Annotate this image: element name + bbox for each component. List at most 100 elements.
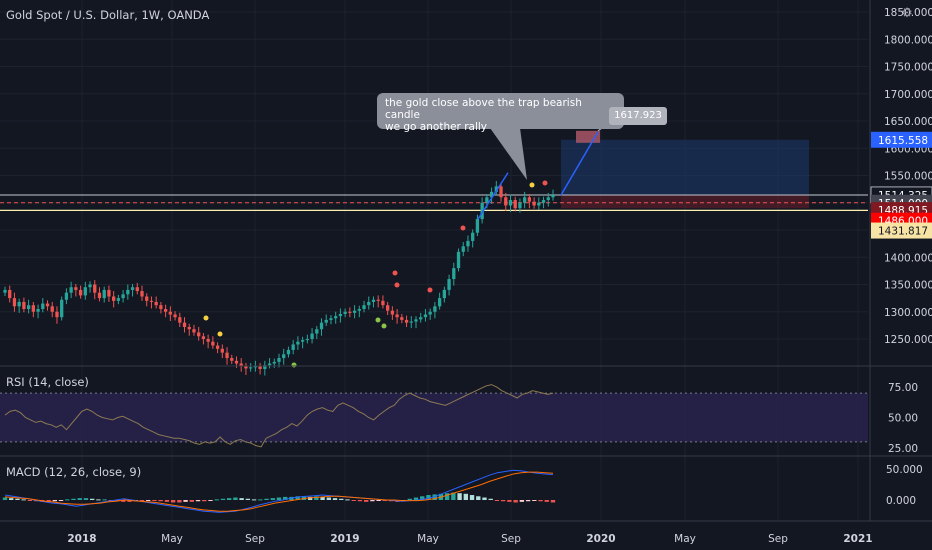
candle-body: [69, 287, 73, 293]
y-tick-label: 1400.000: [884, 252, 932, 264]
candle-body: [437, 298, 442, 307]
macd-histogram-bar: [332, 498, 338, 500]
signal-dot: [427, 287, 433, 293]
candle-body: [168, 311, 172, 315]
annotation-callout[interactable]: the gold close above the trap bearish ca…: [377, 93, 624, 133]
signal-dot: [460, 225, 466, 231]
candle-body: [31, 305, 35, 312]
candle-body: [22, 301, 26, 310]
trend-line-up: [477, 172, 509, 220]
x-tick-label: Sep: [768, 533, 788, 545]
candle-body: [64, 292, 69, 300]
macd-histogram-bar: [513, 500, 518, 503]
y-tick-label: 1800.000: [884, 34, 932, 46]
candle-body: [8, 289, 12, 299]
candle-body: [36, 309, 40, 312]
candle-body: [532, 201, 536, 206]
candle-body: [537, 202, 541, 206]
rsi-title: RSI (14, close): [6, 375, 89, 389]
projection-box: [561, 139, 809, 196]
macd-signal-line: [4, 471, 554, 512]
macd-histogram-bar: [307, 496, 313, 500]
x-tick-label: 2018: [67, 533, 96, 545]
y-tick-label: 1250.000: [884, 334, 932, 346]
macd-histogram-bar: [469, 495, 475, 500]
macd-histogram-bar: [320, 496, 325, 500]
macd-histogram-bar: [208, 500, 213, 501]
candle-body: [178, 317, 182, 323]
macd-histogram-bar: [27, 500, 33, 501]
macd-histogram-bar: [202, 500, 207, 502]
macd-tick-label: 0.000: [886, 495, 916, 507]
candle-body: [130, 287, 135, 290]
price-axis-badge: [871, 131, 932, 148]
signal-dot: [217, 331, 223, 337]
candle-body: [414, 319, 418, 322]
signal-dot: [291, 362, 297, 368]
macd-histogram-bar: [544, 500, 549, 502]
candle-body: [485, 197, 489, 203]
macd-histogram-bar: [183, 500, 188, 502]
candle-body: [93, 284, 97, 293]
candle-body: [88, 284, 92, 288]
candle-body: [17, 301, 21, 307]
x-tick-label: May: [161, 533, 183, 545]
macd-histogram-bar: [451, 492, 456, 500]
candle-body: [258, 366, 262, 369]
candle-body: [201, 336, 206, 339]
candle-body: [296, 341, 300, 345]
candle-body: [277, 358, 281, 362]
macd-histogram-bar: [295, 496, 300, 500]
candle-body: [480, 202, 484, 220]
macd-histogram-bar: [420, 496, 425, 500]
macd-histogram-bar: [2, 497, 8, 500]
macd-histogram-bar: [46, 500, 51, 502]
candle-body: [334, 316, 338, 319]
candle-body: [140, 291, 144, 297]
candle-body: [173, 314, 177, 318]
y-tick-label: 1300.000: [884, 307, 932, 319]
candle-body: [541, 200, 546, 203]
macd-histogram-bar: [463, 493, 468, 500]
macd-histogram-bar: [507, 500, 512, 502]
candle-body: [121, 294, 125, 299]
macd-histogram-bar: [233, 497, 238, 500]
candle-body: [97, 292, 102, 299]
candle-body: [551, 195, 555, 198]
candle-body: [159, 305, 163, 310]
macd-histogram-bar: [90, 498, 95, 500]
macd-histogram-bar: [550, 500, 556, 503]
macd-histogram-bar: [351, 500, 356, 501]
macd-histogram-bar: [21, 499, 26, 501]
macd-histogram-bar: [245, 498, 251, 500]
macd-histogram-bar: [525, 500, 531, 502]
candle-body: [504, 197, 508, 206]
candle-body: [527, 197, 532, 202]
macd-histogram-bar: [519, 500, 525, 502]
macd-histogram-bar: [382, 500, 388, 501]
x-tick-label: May: [417, 533, 439, 545]
gear-icon[interactable]: ⚙: [901, 6, 913, 21]
y-tick-label: 1700.000: [884, 89, 932, 101]
candle-body: [300, 340, 305, 342]
candle-body: [225, 352, 229, 359]
y-tick-label: 1650.000: [884, 116, 932, 128]
candle-body: [234, 360, 239, 364]
candle-body: [282, 354, 286, 359]
price-axis-badge-text: 1431.817: [878, 226, 928, 238]
candle-body: [187, 327, 191, 330]
candle-body: [343, 311, 347, 314]
macd-histogram-bar: [177, 500, 182, 503]
candle-body: [55, 311, 59, 318]
macd-histogram-bar: [258, 499, 263, 501]
candle-body: [192, 329, 196, 333]
signal-dot: [542, 180, 548, 186]
candle-body: [145, 296, 149, 301]
macd-histogram-bar: [239, 498, 244, 500]
candle-body: [163, 309, 168, 312]
macd-histogram-bar: [146, 500, 151, 501]
macd-histogram-bar: [195, 500, 201, 502]
macd-histogram-bar: [476, 496, 481, 500]
candle-body: [215, 345, 220, 349]
